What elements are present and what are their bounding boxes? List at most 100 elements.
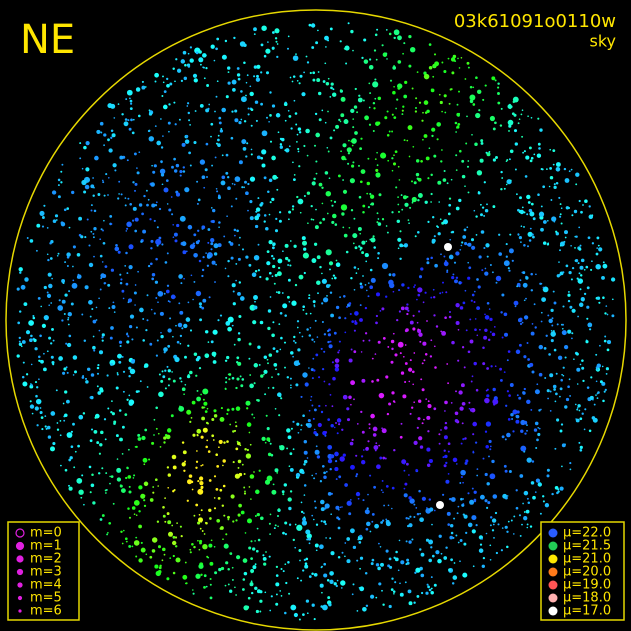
star bbox=[461, 422, 464, 425]
star bbox=[90, 230, 93, 233]
star bbox=[504, 496, 508, 500]
star bbox=[366, 181, 371, 186]
star bbox=[403, 139, 406, 142]
star bbox=[375, 442, 378, 445]
star bbox=[285, 581, 288, 585]
star bbox=[126, 466, 129, 469]
star bbox=[331, 361, 334, 364]
star bbox=[278, 414, 281, 417]
star bbox=[460, 475, 463, 479]
star bbox=[317, 422, 322, 428]
star bbox=[43, 314, 49, 321]
star bbox=[249, 383, 254, 389]
star bbox=[166, 203, 169, 205]
star bbox=[189, 164, 192, 167]
star bbox=[46, 291, 49, 294]
star bbox=[347, 22, 350, 25]
star bbox=[497, 86, 500, 89]
star bbox=[499, 367, 502, 371]
star bbox=[576, 367, 581, 372]
star bbox=[268, 271, 272, 275]
star bbox=[414, 235, 417, 238]
star bbox=[64, 390, 68, 394]
magnitude-symbol bbox=[16, 568, 24, 576]
star bbox=[305, 128, 310, 134]
star bbox=[443, 464, 447, 468]
star bbox=[402, 195, 408, 200]
star bbox=[249, 582, 254, 587]
star bbox=[312, 518, 315, 521]
star bbox=[197, 539, 199, 542]
star bbox=[289, 490, 293, 493]
star bbox=[315, 445, 318, 448]
star bbox=[226, 408, 230, 412]
star bbox=[118, 360, 122, 364]
star bbox=[526, 526, 529, 529]
star bbox=[428, 498, 431, 501]
star bbox=[288, 465, 291, 468]
star bbox=[559, 213, 562, 216]
star bbox=[375, 58, 378, 61]
star bbox=[424, 291, 427, 294]
star bbox=[488, 455, 490, 458]
star bbox=[269, 91, 272, 94]
star bbox=[423, 134, 428, 138]
star bbox=[392, 332, 395, 335]
star bbox=[450, 531, 454, 535]
star bbox=[227, 176, 230, 179]
star bbox=[83, 503, 85, 506]
star bbox=[486, 203, 488, 206]
star bbox=[124, 413, 128, 416]
star bbox=[488, 439, 492, 444]
star bbox=[520, 429, 524, 433]
star bbox=[526, 523, 529, 526]
star bbox=[537, 432, 541, 437]
star bbox=[439, 218, 442, 221]
star bbox=[201, 268, 205, 272]
star bbox=[206, 84, 210, 87]
star bbox=[50, 411, 56, 416]
star bbox=[385, 375, 389, 379]
star bbox=[102, 241, 106, 245]
star bbox=[90, 209, 93, 212]
star bbox=[374, 33, 378, 37]
star bbox=[273, 282, 276, 285]
star bbox=[526, 429, 528, 432]
star bbox=[110, 129, 114, 133]
star bbox=[103, 133, 107, 137]
star bbox=[291, 300, 297, 306]
star bbox=[192, 73, 198, 78]
star bbox=[182, 574, 188, 580]
star bbox=[134, 217, 139, 222]
star bbox=[267, 452, 272, 457]
star bbox=[315, 523, 319, 526]
star bbox=[121, 453, 124, 455]
star bbox=[555, 167, 561, 172]
star bbox=[578, 409, 581, 412]
star bbox=[72, 374, 75, 376]
star bbox=[443, 435, 448, 440]
star bbox=[290, 351, 294, 355]
star bbox=[368, 123, 372, 126]
star bbox=[290, 386, 292, 389]
star bbox=[431, 554, 435, 558]
star bbox=[263, 220, 266, 223]
star bbox=[72, 279, 75, 282]
star bbox=[558, 261, 560, 263]
star bbox=[606, 313, 609, 316]
star bbox=[221, 54, 227, 60]
star bbox=[273, 363, 278, 367]
star bbox=[208, 103, 211, 106]
star bbox=[333, 129, 336, 132]
star bbox=[461, 159, 465, 163]
star bbox=[117, 250, 121, 254]
star bbox=[257, 269, 261, 272]
star bbox=[205, 353, 207, 356]
star bbox=[530, 331, 535, 336]
star bbox=[57, 178, 61, 182]
star bbox=[279, 590, 282, 592]
star bbox=[248, 357, 251, 360]
star bbox=[546, 474, 550, 478]
star bbox=[582, 204, 584, 206]
star bbox=[199, 541, 202, 545]
